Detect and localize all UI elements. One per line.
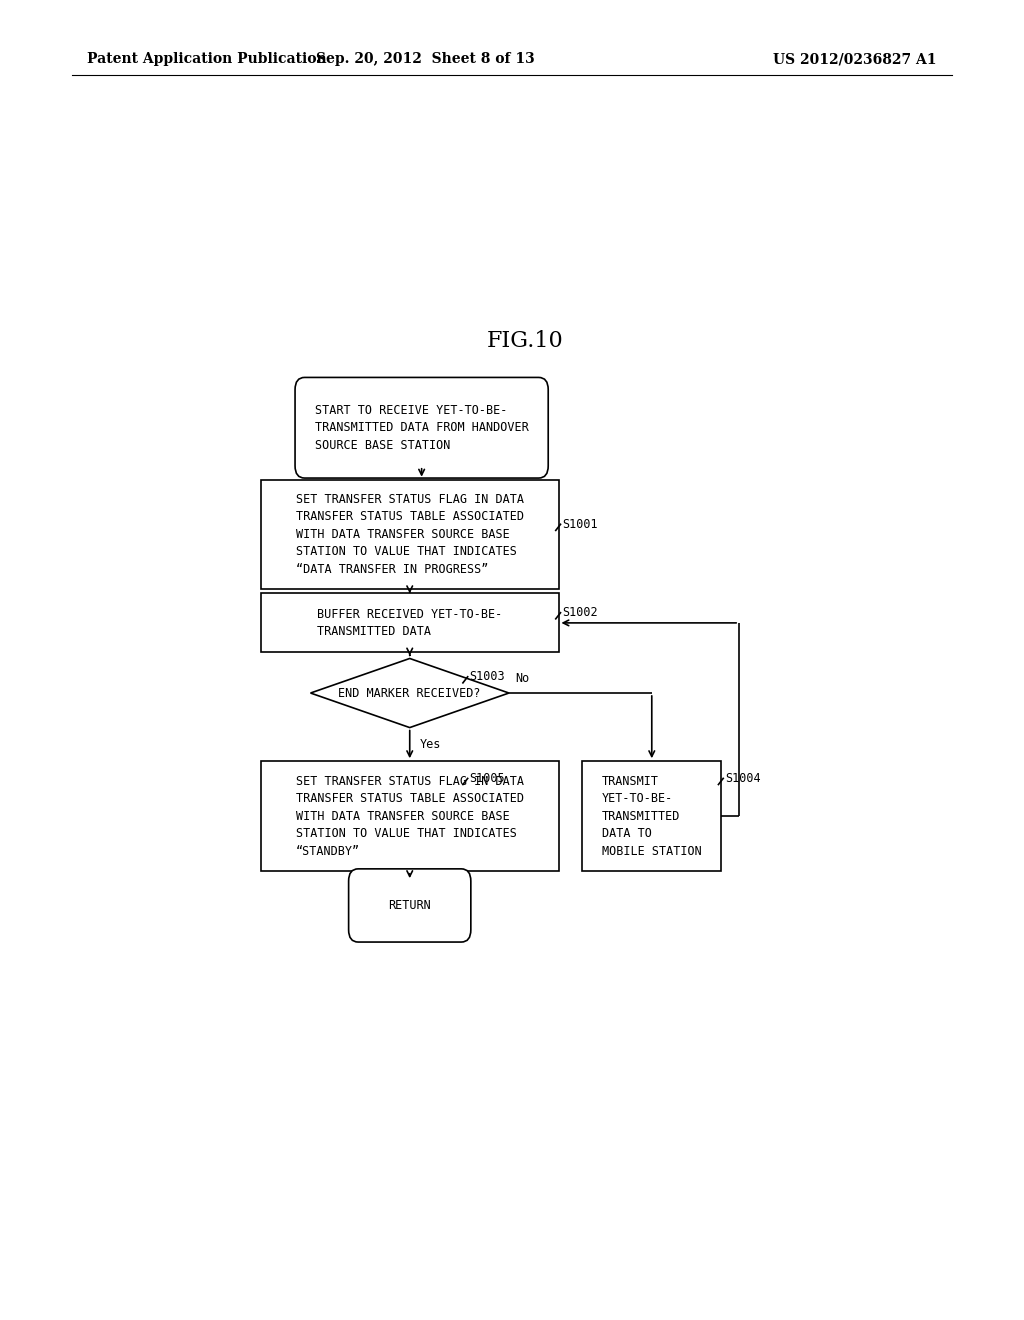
Text: No: No xyxy=(515,672,529,685)
Text: S1004: S1004 xyxy=(725,772,761,785)
Text: Sep. 20, 2012  Sheet 8 of 13: Sep. 20, 2012 Sheet 8 of 13 xyxy=(315,53,535,66)
Bar xyxy=(261,762,558,871)
Text: FIG.10: FIG.10 xyxy=(486,330,563,352)
Text: S1005: S1005 xyxy=(469,772,505,785)
Text: SET TRANSFER STATUS FLAG IN DATA
TRANSFER STATUS TABLE ASSOCIATED
WITH DATA TRAN: SET TRANSFER STATUS FLAG IN DATA TRANSFE… xyxy=(296,492,523,576)
Text: START TO RECEIVE YET-TO-BE-
TRANSMITTED DATA FROM HANDOVER
SOURCE BASE STATION: START TO RECEIVE YET-TO-BE- TRANSMITTED … xyxy=(314,404,528,451)
Text: Yes: Yes xyxy=(419,738,440,751)
Text: TRANSMIT
YET-TO-BE-
TRANSMITTED
DATA TO
MOBILE STATION: TRANSMIT YET-TO-BE- TRANSMITTED DATA TO … xyxy=(602,775,701,858)
Bar xyxy=(261,594,558,652)
Text: S1001: S1001 xyxy=(562,517,598,531)
Text: RETURN: RETURN xyxy=(388,899,431,912)
Text: SET TRANSFER STATUS FLAG IN DATA
TRANSFER STATUS TABLE ASSOCIATED
WITH DATA TRAN: SET TRANSFER STATUS FLAG IN DATA TRANSFE… xyxy=(296,775,523,858)
Bar xyxy=(261,479,558,589)
FancyBboxPatch shape xyxy=(348,869,471,942)
Text: US 2012/0236827 A1: US 2012/0236827 A1 xyxy=(773,53,937,66)
Polygon shape xyxy=(310,659,509,727)
Text: END MARKER RECEIVED?: END MARKER RECEIVED? xyxy=(339,686,481,700)
Bar xyxy=(583,762,721,871)
Text: S1003: S1003 xyxy=(469,671,505,684)
Text: BUFFER RECEIVED YET-TO-BE-
TRANSMITTED DATA: BUFFER RECEIVED YET-TO-BE- TRANSMITTED D… xyxy=(317,607,503,638)
FancyBboxPatch shape xyxy=(295,378,548,478)
Text: Patent Application Publication: Patent Application Publication xyxy=(87,53,327,66)
Text: S1002: S1002 xyxy=(562,606,598,619)
